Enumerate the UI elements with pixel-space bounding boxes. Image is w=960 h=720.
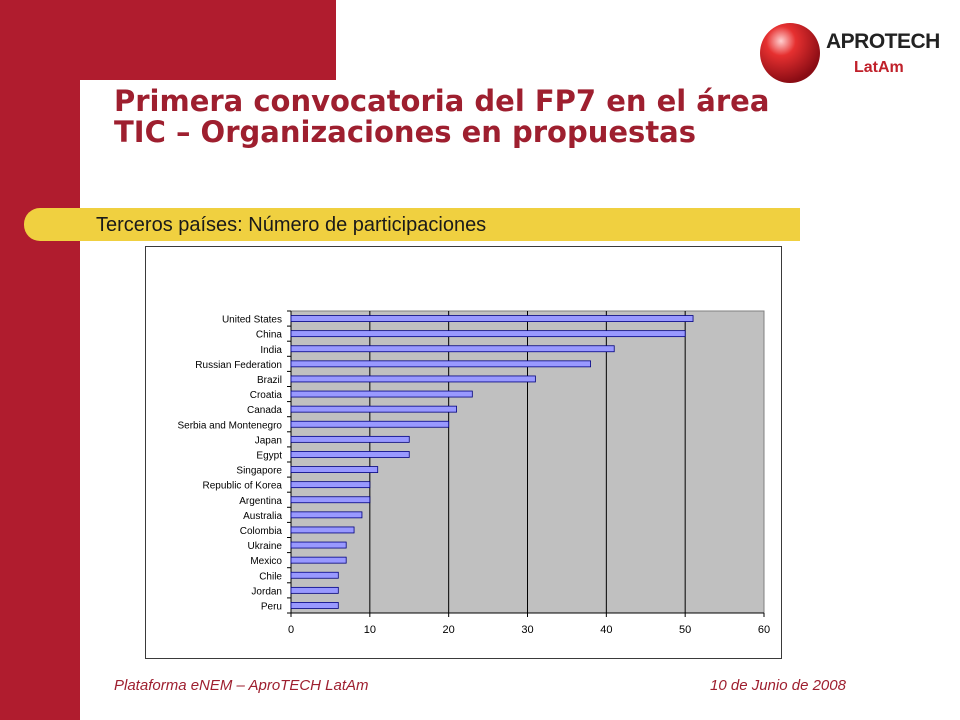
- y-category-label: Republic of Korea: [203, 481, 283, 492]
- bar: [290, 405, 457, 413]
- logo-text: APROTECH: [826, 30, 940, 53]
- bar: [290, 481, 371, 489]
- y-category-label: India: [260, 345, 282, 356]
- y-category-label: Singapore: [236, 466, 282, 477]
- bar: [290, 541, 347, 549]
- bar: [290, 315, 694, 322]
- y-category-label: Japan: [255, 435, 282, 446]
- y-category-label: Jordan: [251, 586, 282, 597]
- bar: [290, 375, 536, 383]
- x-tick-label: 10: [364, 624, 376, 636]
- bar: [290, 556, 347, 564]
- bar: [290, 511, 363, 519]
- y-category-label: Australia: [243, 511, 282, 522]
- x-tick-label: 60: [758, 624, 770, 636]
- x-tick-label: 20: [443, 624, 455, 636]
- y-category-label: Argentina: [239, 496, 282, 507]
- bar: [290, 496, 371, 504]
- logo-sphere-icon: [760, 23, 820, 83]
- bar-chart: 0 10 20 30 40 50 60 United States China India Russ…: [177, 310, 770, 636]
- y-category-label: Russian Federation: [195, 360, 282, 371]
- x-tick-label: 30: [521, 624, 533, 636]
- bar: [290, 420, 450, 428]
- y-category-label: Brazil: [257, 375, 282, 386]
- x-tick-label: 50: [679, 624, 691, 636]
- bar: [290, 330, 686, 338]
- y-category-label: China: [256, 330, 283, 341]
- y-category-label: Serbia and Montenegro: [177, 420, 282, 431]
- y-category-label: Canada: [247, 405, 282, 416]
- chart-subtitle: Terceros países: Número de participacion…: [96, 214, 487, 236]
- bar: [290, 345, 615, 353]
- bar: [290, 571, 339, 579]
- x-tick-label: 0: [288, 624, 294, 636]
- bar: [290, 360, 591, 368]
- bar: [290, 586, 339, 594]
- logo-subtext: LatAm: [854, 59, 904, 76]
- footer-date: 10 de Junio de 2008: [710, 677, 846, 694]
- slide-title: Primera convocatoria del FP7 en el área …: [114, 84, 770, 149]
- x-tick-label: 40: [600, 624, 612, 636]
- left-accent-bar: [0, 0, 80, 720]
- subtitle-band: [24, 208, 800, 241]
- y-category-label: Chile: [259, 571, 282, 582]
- chart-container: 0 10 20 30 40 50 60 United States China India Russ…: [145, 246, 782, 659]
- bar: [290, 435, 410, 443]
- y-category-label: Colombia: [240, 526, 283, 537]
- y-category-label: Croatia: [250, 390, 283, 401]
- y-category-label: Mexico: [250, 556, 282, 567]
- aprotech-logo: APROTECH LatAm: [760, 23, 940, 83]
- bar: [290, 451, 410, 458]
- bar: [290, 526, 355, 534]
- y-category-label: Ukraine: [248, 541, 283, 552]
- bar: [290, 466, 379, 473]
- bar: [290, 602, 339, 609]
- top-accent-block: [80, 0, 336, 80]
- y-category-label: United States: [222, 315, 282, 326]
- bar: [290, 390, 473, 398]
- footer-left-text: Plataforma eNEM – AproTECH LatAm: [114, 677, 369, 694]
- y-category-label: Egypt: [256, 450, 282, 461]
- y-category-label: Peru: [261, 601, 282, 612]
